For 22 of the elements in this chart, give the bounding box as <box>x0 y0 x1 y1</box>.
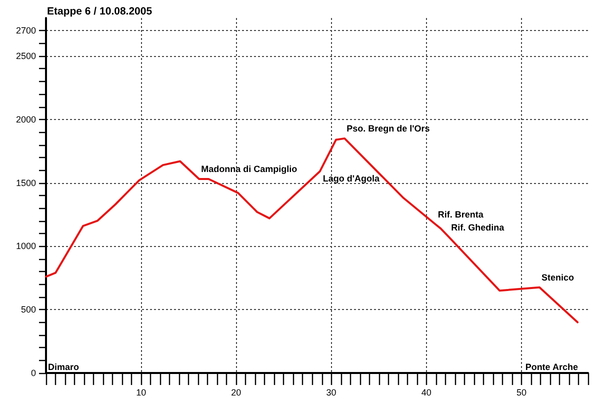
annotation: Lago d'Agola <box>322 173 380 184</box>
annotation: Ponte Arche <box>525 362 578 372</box>
chart-title: Etappe 6 / 10.08.2005 <box>47 6 152 18</box>
x-tick-label: 20 <box>231 388 242 398</box>
x-tick-label: 10 <box>136 388 146 398</box>
y-tick-label: 2500 <box>16 51 36 62</box>
y-tick-label: 2700 <box>16 26 36 36</box>
annotation: Madonna di Campiglio <box>201 164 298 174</box>
annotation: Rif. Ghedina <box>451 222 506 232</box>
annotation: Stenico <box>542 272 575 282</box>
y-tick-label: 2000 <box>16 114 36 124</box>
x-tick-label: 40 <box>421 388 432 398</box>
y-tick-label: 1500 <box>16 178 36 188</box>
annotation: Dimaro <box>48 362 80 372</box>
y-tick-label: 0 <box>30 368 36 378</box>
x-tick-label: 50 <box>516 388 526 398</box>
annotation: Rif. Brenta <box>438 210 484 220</box>
x-tick-label: 30 <box>326 388 336 398</box>
y-tick-label: 1000 <box>16 241 36 252</box>
annotation: Pso. Bregn de l'Ors <box>346 123 430 134</box>
y-tick-label: 500 <box>20 304 36 315</box>
line-series <box>45 137 579 324</box>
